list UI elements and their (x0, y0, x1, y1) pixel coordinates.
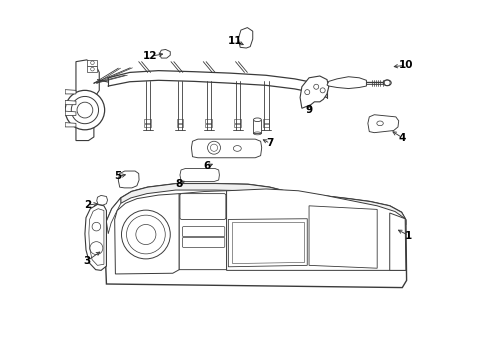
Polygon shape (118, 171, 139, 188)
Polygon shape (87, 66, 97, 72)
Text: 10: 10 (398, 60, 412, 70)
Polygon shape (85, 204, 106, 270)
Text: 12: 12 (143, 51, 158, 61)
FancyBboxPatch shape (180, 194, 225, 220)
Polygon shape (89, 209, 104, 265)
Polygon shape (65, 90, 76, 94)
Polygon shape (104, 184, 406, 288)
Polygon shape (231, 222, 303, 263)
Polygon shape (159, 49, 170, 58)
Polygon shape (191, 139, 261, 158)
Polygon shape (238, 28, 252, 48)
Text: 11: 11 (227, 36, 242, 46)
Text: 6: 6 (203, 161, 210, 171)
Polygon shape (97, 195, 107, 205)
Polygon shape (180, 168, 219, 181)
Polygon shape (108, 78, 326, 98)
Text: 1: 1 (404, 231, 411, 240)
Polygon shape (65, 123, 76, 127)
Ellipse shape (383, 80, 390, 86)
Ellipse shape (253, 118, 261, 122)
Polygon shape (253, 120, 261, 134)
Text: 4: 4 (398, 133, 405, 143)
Polygon shape (179, 191, 226, 270)
Polygon shape (228, 219, 306, 267)
Text: 9: 9 (305, 105, 312, 115)
Text: 8: 8 (175, 179, 182, 189)
Polygon shape (226, 189, 405, 270)
Polygon shape (115, 194, 179, 274)
Circle shape (65, 90, 104, 130)
Polygon shape (87, 59, 97, 66)
Polygon shape (65, 100, 76, 105)
Polygon shape (65, 111, 76, 116)
Text: 5: 5 (114, 171, 122, 181)
Polygon shape (326, 77, 366, 89)
Polygon shape (106, 198, 121, 234)
Polygon shape (367, 115, 398, 133)
Polygon shape (300, 76, 328, 108)
Text: 3: 3 (83, 256, 91, 266)
Polygon shape (76, 60, 99, 140)
Circle shape (121, 210, 170, 259)
Circle shape (71, 96, 99, 124)
Polygon shape (308, 206, 376, 268)
Polygon shape (121, 184, 405, 225)
Text: 7: 7 (266, 139, 273, 148)
Text: 2: 2 (83, 200, 91, 210)
Polygon shape (389, 213, 405, 270)
